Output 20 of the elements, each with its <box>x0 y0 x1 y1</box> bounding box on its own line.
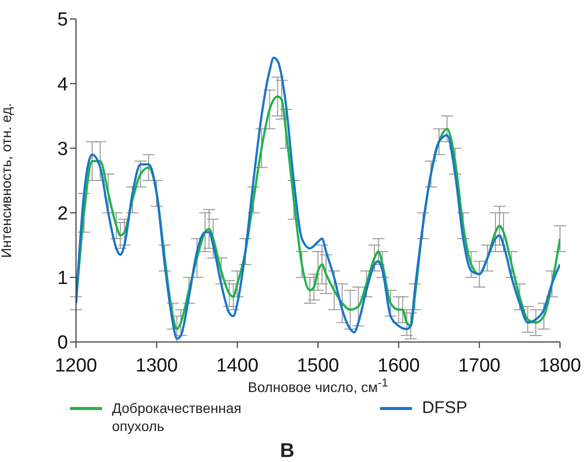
line-series <box>76 95 560 330</box>
x-tick-label: 1400 <box>216 355 258 376</box>
y-tick-label: 1 <box>57 268 68 290</box>
y-axis-title: Интенсивность, отн. ед. <box>0 103 14 258</box>
y-tick-label: 3 <box>57 138 68 160</box>
x-tick-label: 1200 <box>54 355 98 376</box>
x-tick-label: 1700 <box>458 355 500 376</box>
y-tick-label: 2 <box>57 204 68 225</box>
y-tick-label: 5 <box>57 10 68 31</box>
legend-label: Доброкачественная опухоль <box>112 398 242 435</box>
x-tick-label: 1600 <box>378 355 420 376</box>
legend-label: DFSP <box>422 398 468 417</box>
x-tick-label: 1800 <box>538 355 582 376</box>
line-series <box>76 56 560 340</box>
y-tick-label: 4 <box>57 74 68 96</box>
y-tick-label: 0 <box>57 332 68 354</box>
x-tick-label: 1500 <box>296 355 340 376</box>
x-tick-label: 1300 <box>136 355 178 376</box>
x-axis-title: Волновое число, см$^{-1}$ <box>248 376 388 395</box>
text: В <box>280 440 294 462</box>
